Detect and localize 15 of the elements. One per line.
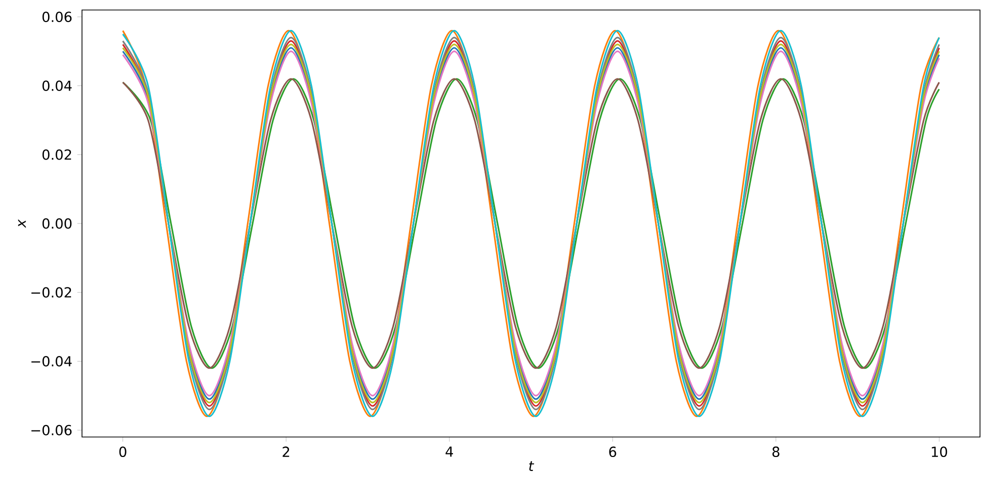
y-tick-label: 0.02	[42, 149, 72, 160]
x-tick-label: 8	[772, 446, 780, 458]
y-tick-label: 0.06	[42, 12, 72, 22]
x-tick-label: 2	[282, 446, 290, 457]
x-tick-label: 4	[446, 446, 454, 457]
y-tick-label: −0.04	[31, 356, 72, 366]
y-tick-label: 0.00	[42, 218, 72, 229]
x-tick-label: 0	[119, 446, 126, 458]
x-axis-title: t	[529, 461, 534, 471]
x-tick-label: 6	[609, 446, 616, 458]
x-tick-label: 10	[932, 446, 948, 458]
y-axis-title: x	[18, 219, 26, 228]
y-tick-label: −0.02	[31, 287, 72, 298]
y-tick-label: 0.04	[42, 80, 72, 91]
y-tick-label: −0.06	[31, 424, 72, 436]
